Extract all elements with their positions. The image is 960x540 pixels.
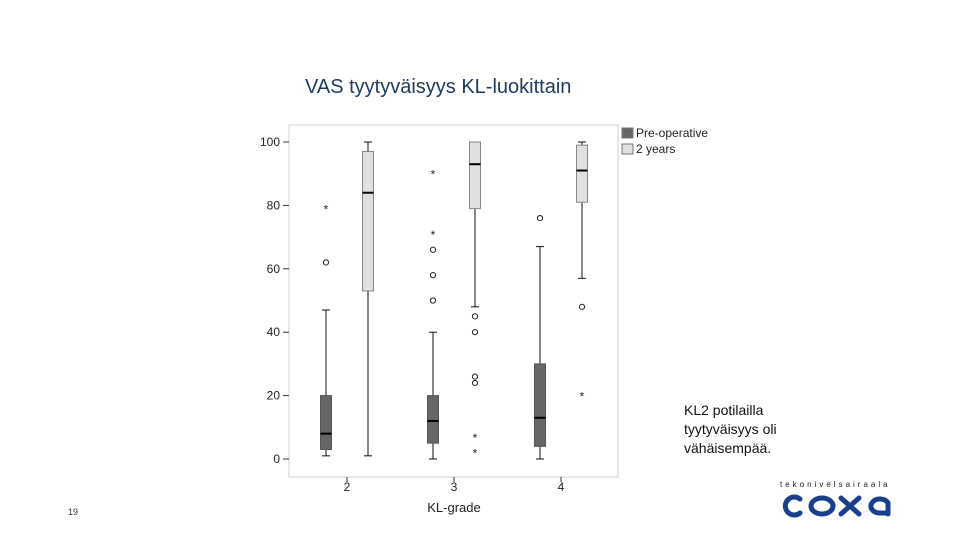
y-tick-label: 100 xyxy=(260,135,280,149)
outlier-circle xyxy=(322,259,330,266)
x-axis: 2 3 4 xyxy=(344,477,565,494)
box-iqr xyxy=(320,395,332,450)
slide-title: VAS tyytyväisyys KL-luokittain xyxy=(305,76,572,98)
outlier-circle xyxy=(536,214,544,222)
outlier-circle xyxy=(429,246,437,253)
box-iqr xyxy=(576,144,588,203)
note-line-3: vähäisempää. xyxy=(684,440,772,456)
legend-label: 2 years xyxy=(636,142,675,156)
note-line-1: KL2 potilailla xyxy=(684,402,764,418)
legend: Pre-operative 2 years xyxy=(621,126,708,156)
box-iqr xyxy=(362,151,374,292)
outlier-circle xyxy=(578,303,586,310)
y-tick-label: 40 xyxy=(267,325,281,339)
legend-label: Pre-operative xyxy=(636,126,708,140)
logo-letter-c xyxy=(782,494,803,518)
outlier-circle xyxy=(429,272,437,279)
boxplot-preoperative-kl3: ** xyxy=(427,168,439,460)
extreme-star: * xyxy=(473,447,478,461)
logo-letter-o xyxy=(808,495,836,517)
plot-frame xyxy=(288,124,619,478)
x-tick-label: 3 xyxy=(451,480,458,494)
extreme-star: * xyxy=(324,203,329,217)
legend-swatch xyxy=(621,127,634,139)
outlier-circle xyxy=(471,329,479,336)
logo-tagline: tekonivelsairaala xyxy=(780,480,891,489)
boxplot-two-years-kl4: * xyxy=(576,141,588,404)
outlier-circle xyxy=(471,313,479,320)
outlier-circle xyxy=(471,373,479,380)
slide-note: KL2 potilailla tyytyväisyys oli vähäisem… xyxy=(684,401,824,458)
x-axis-label: KL-grade xyxy=(427,500,480,515)
y-tick-label: 20 xyxy=(267,389,281,403)
extreme-star: * xyxy=(580,390,585,404)
coxa-logo: coxa xyxy=(782,494,891,518)
legend-swatch xyxy=(621,143,634,155)
extreme-star: * xyxy=(431,168,436,182)
boxplot-two-years-kl2 xyxy=(362,141,374,457)
box-series-group: ****** xyxy=(320,141,588,461)
extreme-star: * xyxy=(431,228,436,242)
y-axis: 0 20 40 60 80 100 xyxy=(260,135,289,466)
outlier-circle xyxy=(471,379,479,387)
page-number: 19 xyxy=(68,507,79,517)
boxplot-preoperative-kl4 xyxy=(534,214,546,460)
box-iqr xyxy=(534,363,546,447)
extreme-star: * xyxy=(473,431,478,445)
boxplot-two-years-kl3: ** xyxy=(469,141,481,461)
outlier-circle xyxy=(429,297,437,304)
x-tick-label: 2 xyxy=(344,480,351,494)
x-tick-label: 4 xyxy=(558,480,565,494)
box-iqr xyxy=(427,395,439,444)
box-iqr xyxy=(469,141,481,210)
y-tick-label: 0 xyxy=(273,452,280,466)
note-line-2: tyytyväisyys oli xyxy=(684,421,777,437)
y-tick-label: 60 xyxy=(267,262,281,276)
logo-letter-x xyxy=(838,495,862,517)
boxplot-preoperative-kl2: * xyxy=(320,203,332,457)
logo-letter-a xyxy=(868,496,891,517)
y-tick-label: 80 xyxy=(267,198,281,212)
